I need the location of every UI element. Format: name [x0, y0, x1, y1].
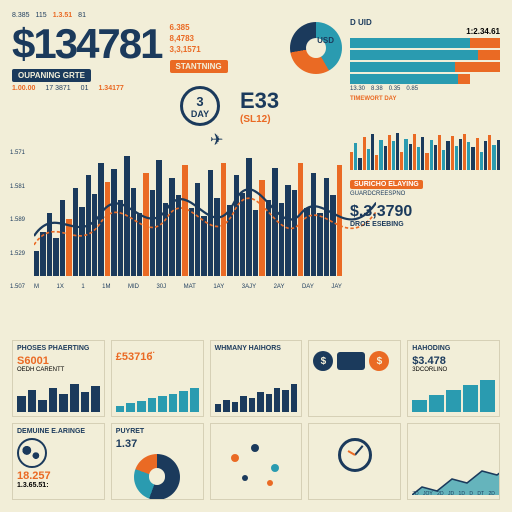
sub-row: 1.00.00 17 3871 01 1.34177	[12, 85, 162, 92]
dollar-gear-icon	[369, 351, 389, 371]
area-chart	[412, 455, 500, 495]
cell-hahoding: HAHODING $3.478 3DCORLINO	[407, 340, 500, 417]
cell-phoses: PHOSES PHAERTING S6001 OEDH CARENTT	[12, 340, 105, 417]
cell-area: 7DJOY2DJD1DDDT2D	[407, 423, 500, 500]
cell-puyret: PUYRET 1.37	[111, 423, 204, 500]
cell-demuine: DEMUINE E.ARINGE 18.257 1.3.65.5̈1:	[12, 423, 105, 500]
side-nums: 6.385 8,4783 3,3,1571 STANTNING	[170, 23, 228, 73]
gear-row	[313, 351, 396, 371]
cell-dots	[210, 423, 303, 500]
day-circle: 3DAY	[180, 86, 220, 126]
headline-amount: $134781	[12, 23, 162, 65]
right-panel: SURICHO ELAYING GUARDCREESPNO $.3,3790 D…	[350, 180, 500, 228]
scatter-icon	[215, 428, 298, 495]
device-icon	[337, 352, 365, 370]
topbar-val: 1.3.51	[53, 12, 72, 19]
usd-badge: USD	[317, 36, 334, 45]
bottom-grid: PHOSES PHAERTING S6001 OEDH CARENTT £537…	[12, 340, 500, 500]
cell-53716: £53716̈	[111, 340, 204, 417]
topbar-val: 8.385	[12, 12, 30, 19]
donut-bottom	[134, 454, 180, 500]
wave-line	[34, 136, 376, 276]
main-chart: 1.5711.5811.5891.5291.507 M1X11MMID30JMA…	[12, 150, 342, 290]
top-right-panel: D UID 1:2.34.61 13.308.38 0.350.85 TIMEW…	[350, 18, 500, 102]
e33-block: E33(SL12)	[240, 88, 279, 125]
globe-icon	[17, 438, 47, 468]
cell-whmany: WHMANY HAIHORS	[210, 340, 303, 417]
topbar-val: 81	[78, 12, 86, 19]
gear-icon	[313, 351, 333, 371]
pill-left: OUPANING GRTE	[12, 69, 91, 82]
cell-gears	[308, 340, 401, 417]
donut-top	[290, 22, 342, 74]
cell-clock	[308, 423, 401, 500]
clock-icon	[338, 438, 372, 472]
topbar-val: 115	[36, 12, 47, 19]
